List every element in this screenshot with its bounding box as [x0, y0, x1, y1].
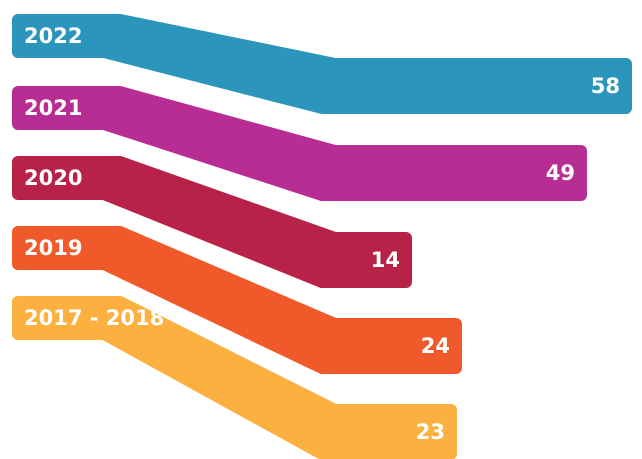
category-label: 2022 — [24, 24, 82, 48]
bar — [12, 156, 412, 288]
bar — [12, 296, 457, 459]
bar — [12, 14, 632, 114]
category-label: 2019 — [24, 236, 82, 260]
category-label: 2021 — [24, 96, 82, 120]
bar — [12, 86, 587, 201]
value-label: 23 — [416, 420, 445, 444]
category-label: 2020 — [24, 166, 82, 190]
value-label: 49 — [546, 161, 575, 185]
bar — [12, 226, 462, 374]
value-label: 24 — [421, 334, 450, 358]
value-label: 58 — [591, 74, 620, 98]
value-label: 14 — [371, 248, 400, 272]
category-label: 2017 - 2018 — [24, 306, 164, 330]
